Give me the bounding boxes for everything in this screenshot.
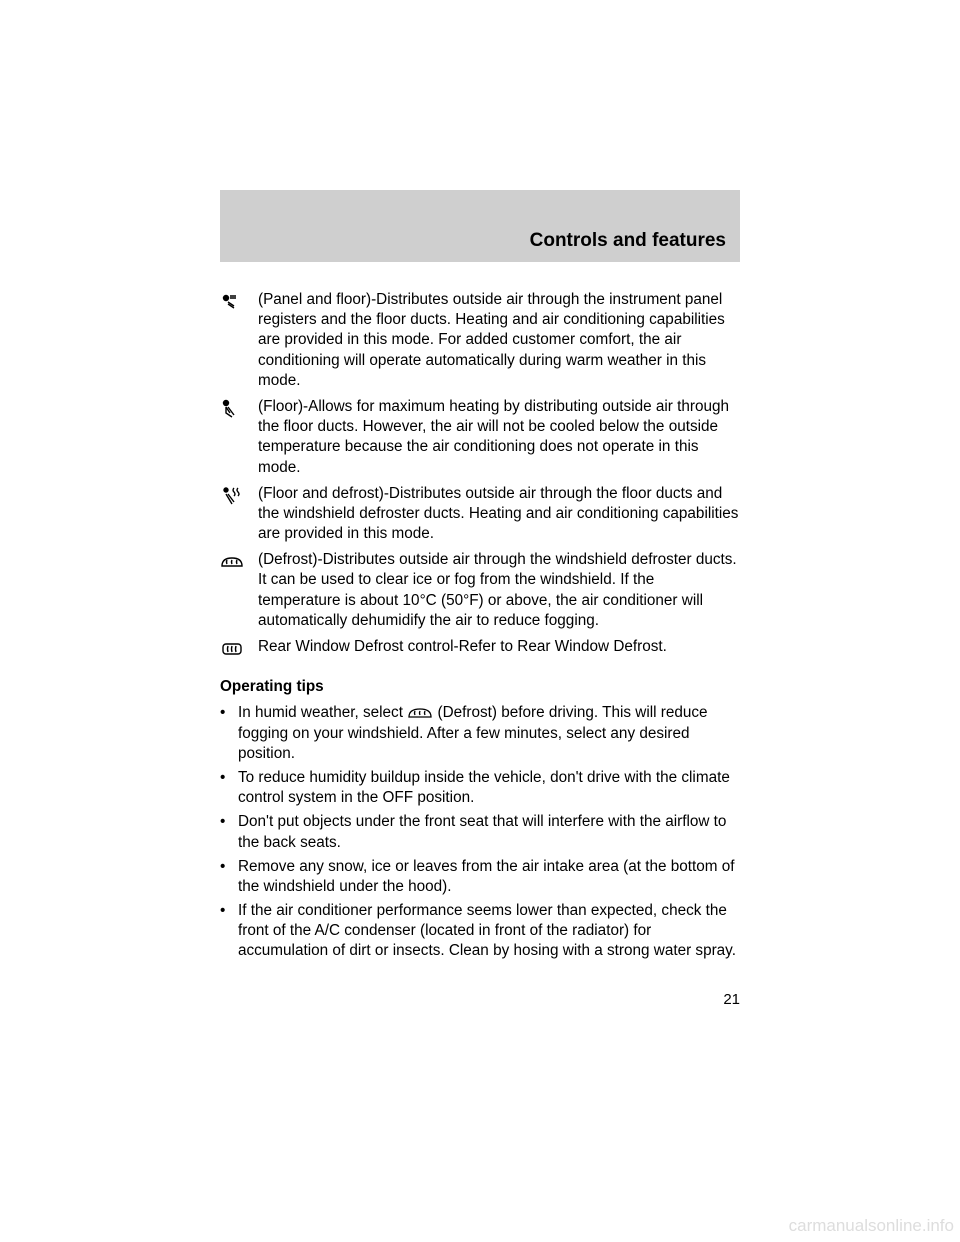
tip-bullet: • Don't put objects under the front seat…	[220, 812, 740, 852]
tip-text: Remove any snow, ice or leaves from the …	[238, 857, 740, 897]
tip-text-before: In humid weather, select	[238, 704, 403, 721]
tip-bullet: • In humid weather, select (Defrost) bef…	[220, 703, 740, 764]
rear-defrost-icon	[220, 637, 258, 665]
watermark: carmanualsonline.info	[789, 1216, 954, 1236]
tips-heading: Operating tips	[220, 677, 740, 697]
tip-bullet: • Remove any snow, ice or leaves from th…	[220, 857, 740, 897]
mode-text: (Floor and defrost)-Distributes outside …	[258, 484, 740, 545]
bullet-marker: •	[220, 703, 238, 764]
section-header: Controls and features	[220, 190, 740, 262]
bullet-marker: •	[220, 812, 238, 852]
mode-item: (Panel and floor)-Distributes outside ai…	[220, 290, 740, 391]
section-title: Controls and features	[530, 230, 726, 252]
bullet-marker: •	[220, 768, 238, 808]
bullet-marker: •	[220, 901, 238, 962]
bullet-marker: •	[220, 857, 238, 897]
tip-bullet: • If the air conditioner performance see…	[220, 901, 740, 962]
floor-icon	[220, 397, 258, 478]
mode-text: (Floor)-Allows for maximum heating by di…	[258, 397, 740, 478]
mode-text: (Panel and floor)-Distributes outside ai…	[258, 290, 740, 391]
defrost-inline-icon	[407, 705, 433, 721]
page-number: 21	[220, 990, 740, 1010]
page-content: (Panel and floor)-Distributes outside ai…	[220, 262, 740, 1009]
mode-item: (Defrost)-Distributes outside air throug…	[220, 550, 740, 631]
tip-text: To reduce humidity buildup inside the ve…	[238, 768, 740, 808]
mode-text: (Defrost)-Distributes outside air throug…	[258, 550, 740, 631]
tip-bullet: • To reduce humidity buildup inside the …	[220, 768, 740, 808]
panel-floor-icon	[220, 290, 258, 391]
tip-text: If the air conditioner performance seems…	[238, 901, 740, 962]
mode-item: Rear Window Defrost control-Refer to Rea…	[220, 637, 740, 665]
mode-item: (Floor)-Allows for maximum heating by di…	[220, 397, 740, 478]
tip-text: Don't put objects under the front seat t…	[238, 812, 740, 852]
mode-text: Rear Window Defrost control-Refer to Rea…	[258, 637, 740, 665]
defrost-icon	[220, 550, 258, 631]
floor-defrost-icon	[220, 484, 258, 545]
mode-item: (Floor and defrost)-Distributes outside …	[220, 484, 740, 545]
